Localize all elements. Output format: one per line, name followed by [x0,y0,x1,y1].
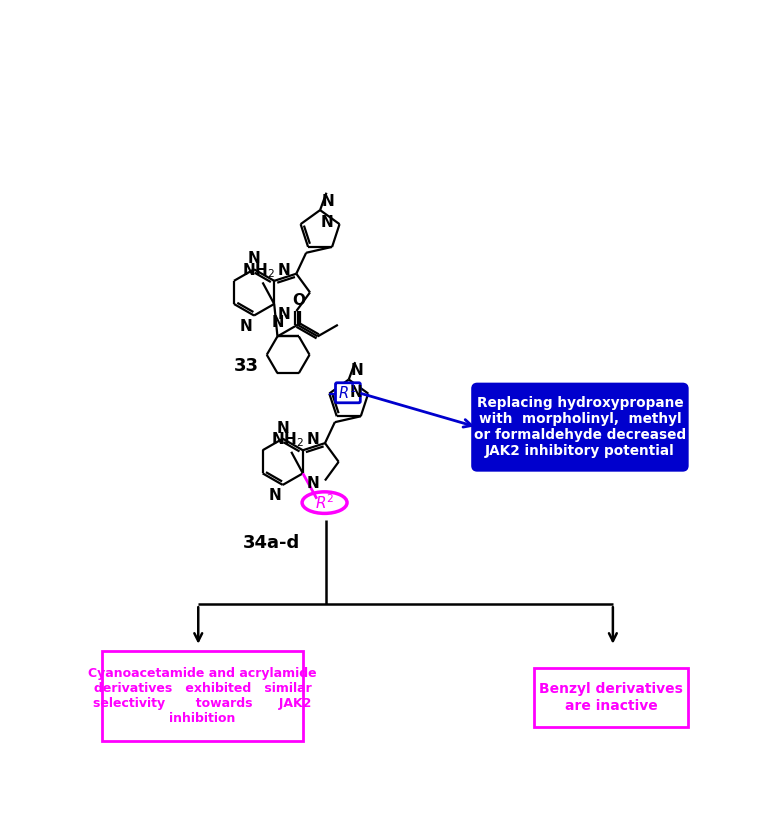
Text: N: N [321,215,333,230]
Text: NH$_2$: NH$_2$ [243,262,275,280]
Text: Benzyl derivatives
are inactive: Benzyl derivatives are inactive [539,682,682,712]
Text: N: N [239,319,253,334]
Text: N: N [350,363,363,378]
Text: Replacing hydroxypropane
with  morpholinyl,  methyl
or formaldehyde decreased
JA: Replacing hydroxypropane with morpholiny… [474,396,686,458]
Text: N: N [349,384,362,399]
Text: N: N [321,194,335,209]
Text: 33: 33 [234,357,259,375]
Text: N: N [278,263,291,278]
Text: N: N [307,432,320,447]
FancyBboxPatch shape [102,651,303,741]
Text: $R^2$: $R^2$ [315,493,335,512]
Text: NH$_2$: NH$_2$ [271,430,304,450]
Text: N: N [307,477,320,492]
Text: O: O [292,293,306,308]
Text: N: N [271,315,284,331]
Text: N: N [276,420,289,435]
FancyBboxPatch shape [473,384,687,471]
Text: 34a-d: 34a-d [243,534,300,552]
FancyBboxPatch shape [335,383,360,403]
Text: N: N [268,488,281,503]
Text: N: N [278,307,291,322]
Text: $R^1$: $R^1$ [339,383,357,402]
Text: N: N [248,251,261,266]
FancyBboxPatch shape [534,668,688,727]
Text: Cyanoacetamide and acrylamide
derivatives   exhibited   similar
selectivity     : Cyanoacetamide and acrylamide derivative… [88,667,317,725]
